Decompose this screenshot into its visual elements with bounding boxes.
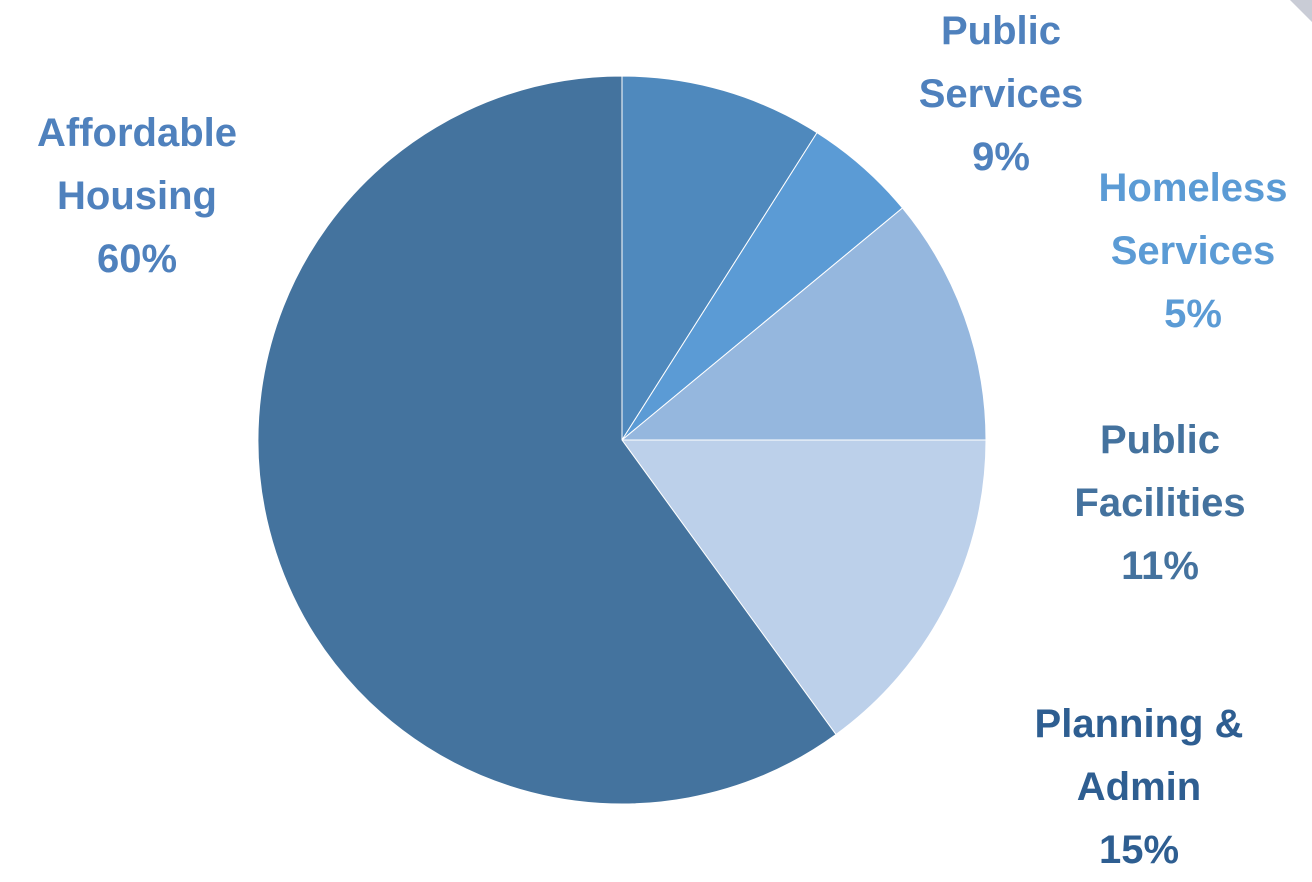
page-corner-fold: [1290, 0, 1312, 22]
slice-label-line: Facilities: [1074, 481, 1246, 525]
pie-slice-public-services: [621, 75, 818, 442]
slice-percent-label: 15%: [1098, 828, 1180, 872]
slice-label-line: Services: [918, 72, 1084, 116]
slice-label-line: Admin: [1076, 765, 1202, 809]
slice-label-line: Public: [1099, 418, 1221, 462]
slice-label-planning-admin: Planning & Admin 15%: [1010, 693, 1268, 882]
slice-label-public-facilities: Public Facilities 11%: [1060, 409, 1260, 598]
pie-slice-public-facilities: [620, 207, 987, 441]
slice-label-affordable-housing: Affordable Housing 60%: [10, 102, 264, 291]
slice-label-line: Housing: [57, 174, 217, 218]
slice-percent-label: 11%: [1121, 544, 1199, 588]
slice-label-homeless-services: Homeless Services 5%: [1082, 157, 1304, 346]
pie-slice-affordable-housing: [257, 75, 837, 805]
slice-percent-label: 9%: [972, 135, 1030, 179]
slice-label-public-services: Public Services 9%: [906, 0, 1096, 189]
slice-percent-label: 5%: [1164, 292, 1222, 336]
slice-label-line: Homeless: [1098, 166, 1288, 210]
slice-label-line: Affordable: [37, 111, 237, 155]
slice-percent-label: 60%: [96, 237, 178, 281]
pie-slice-planning-admin: [621, 439, 987, 736]
slice-label-line: Services: [1110, 229, 1276, 273]
pie-slices: [257, 75, 987, 805]
slice-label-line: Planning &: [1034, 702, 1244, 746]
slice-label-line: Public: [940, 9, 1062, 53]
